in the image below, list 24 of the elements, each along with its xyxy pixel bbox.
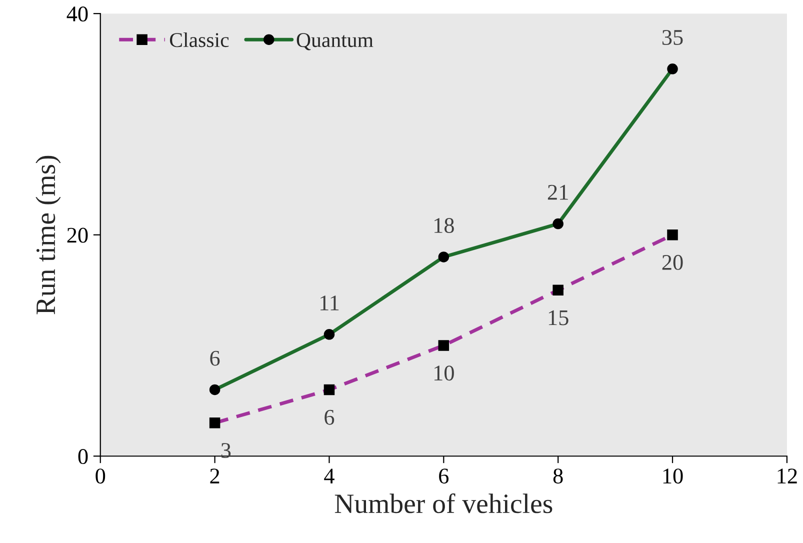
y-axis-title: Run time (ms) (36, 156, 61, 314)
legend-label: Quantum (296, 33, 374, 50)
y-tick-label: 40 (66, 6, 88, 22)
x-tick-label: 10 (663, 468, 683, 484)
x-tick-label: 4 (324, 468, 334, 484)
data-label: 6 (210, 350, 220, 366)
legend-label: Classic (170, 32, 229, 48)
y-tick-label: 0 (78, 449, 88, 464)
data-label: 20 (662, 254, 683, 270)
data-label: 18 (434, 218, 454, 234)
data-label: 6 (324, 410, 334, 425)
x-tick-label: 2 (210, 468, 220, 484)
y-tick-label: 20 (67, 228, 88, 243)
data-label: 3 (221, 443, 231, 458)
data-label: 15 (548, 310, 568, 326)
data-label: 10 (434, 366, 454, 381)
x-tick-label: 8 (553, 468, 563, 484)
x-axis-title: Number of vehicles (334, 493, 552, 514)
data-label: 35 (662, 30, 683, 45)
x-tick-label: 6 (439, 468, 449, 484)
x-tick-label: 12 (778, 468, 797, 484)
data-label: 21 (548, 184, 568, 200)
x-tick-label: 0 (96, 468, 106, 484)
data-label: 11 (320, 296, 339, 310)
